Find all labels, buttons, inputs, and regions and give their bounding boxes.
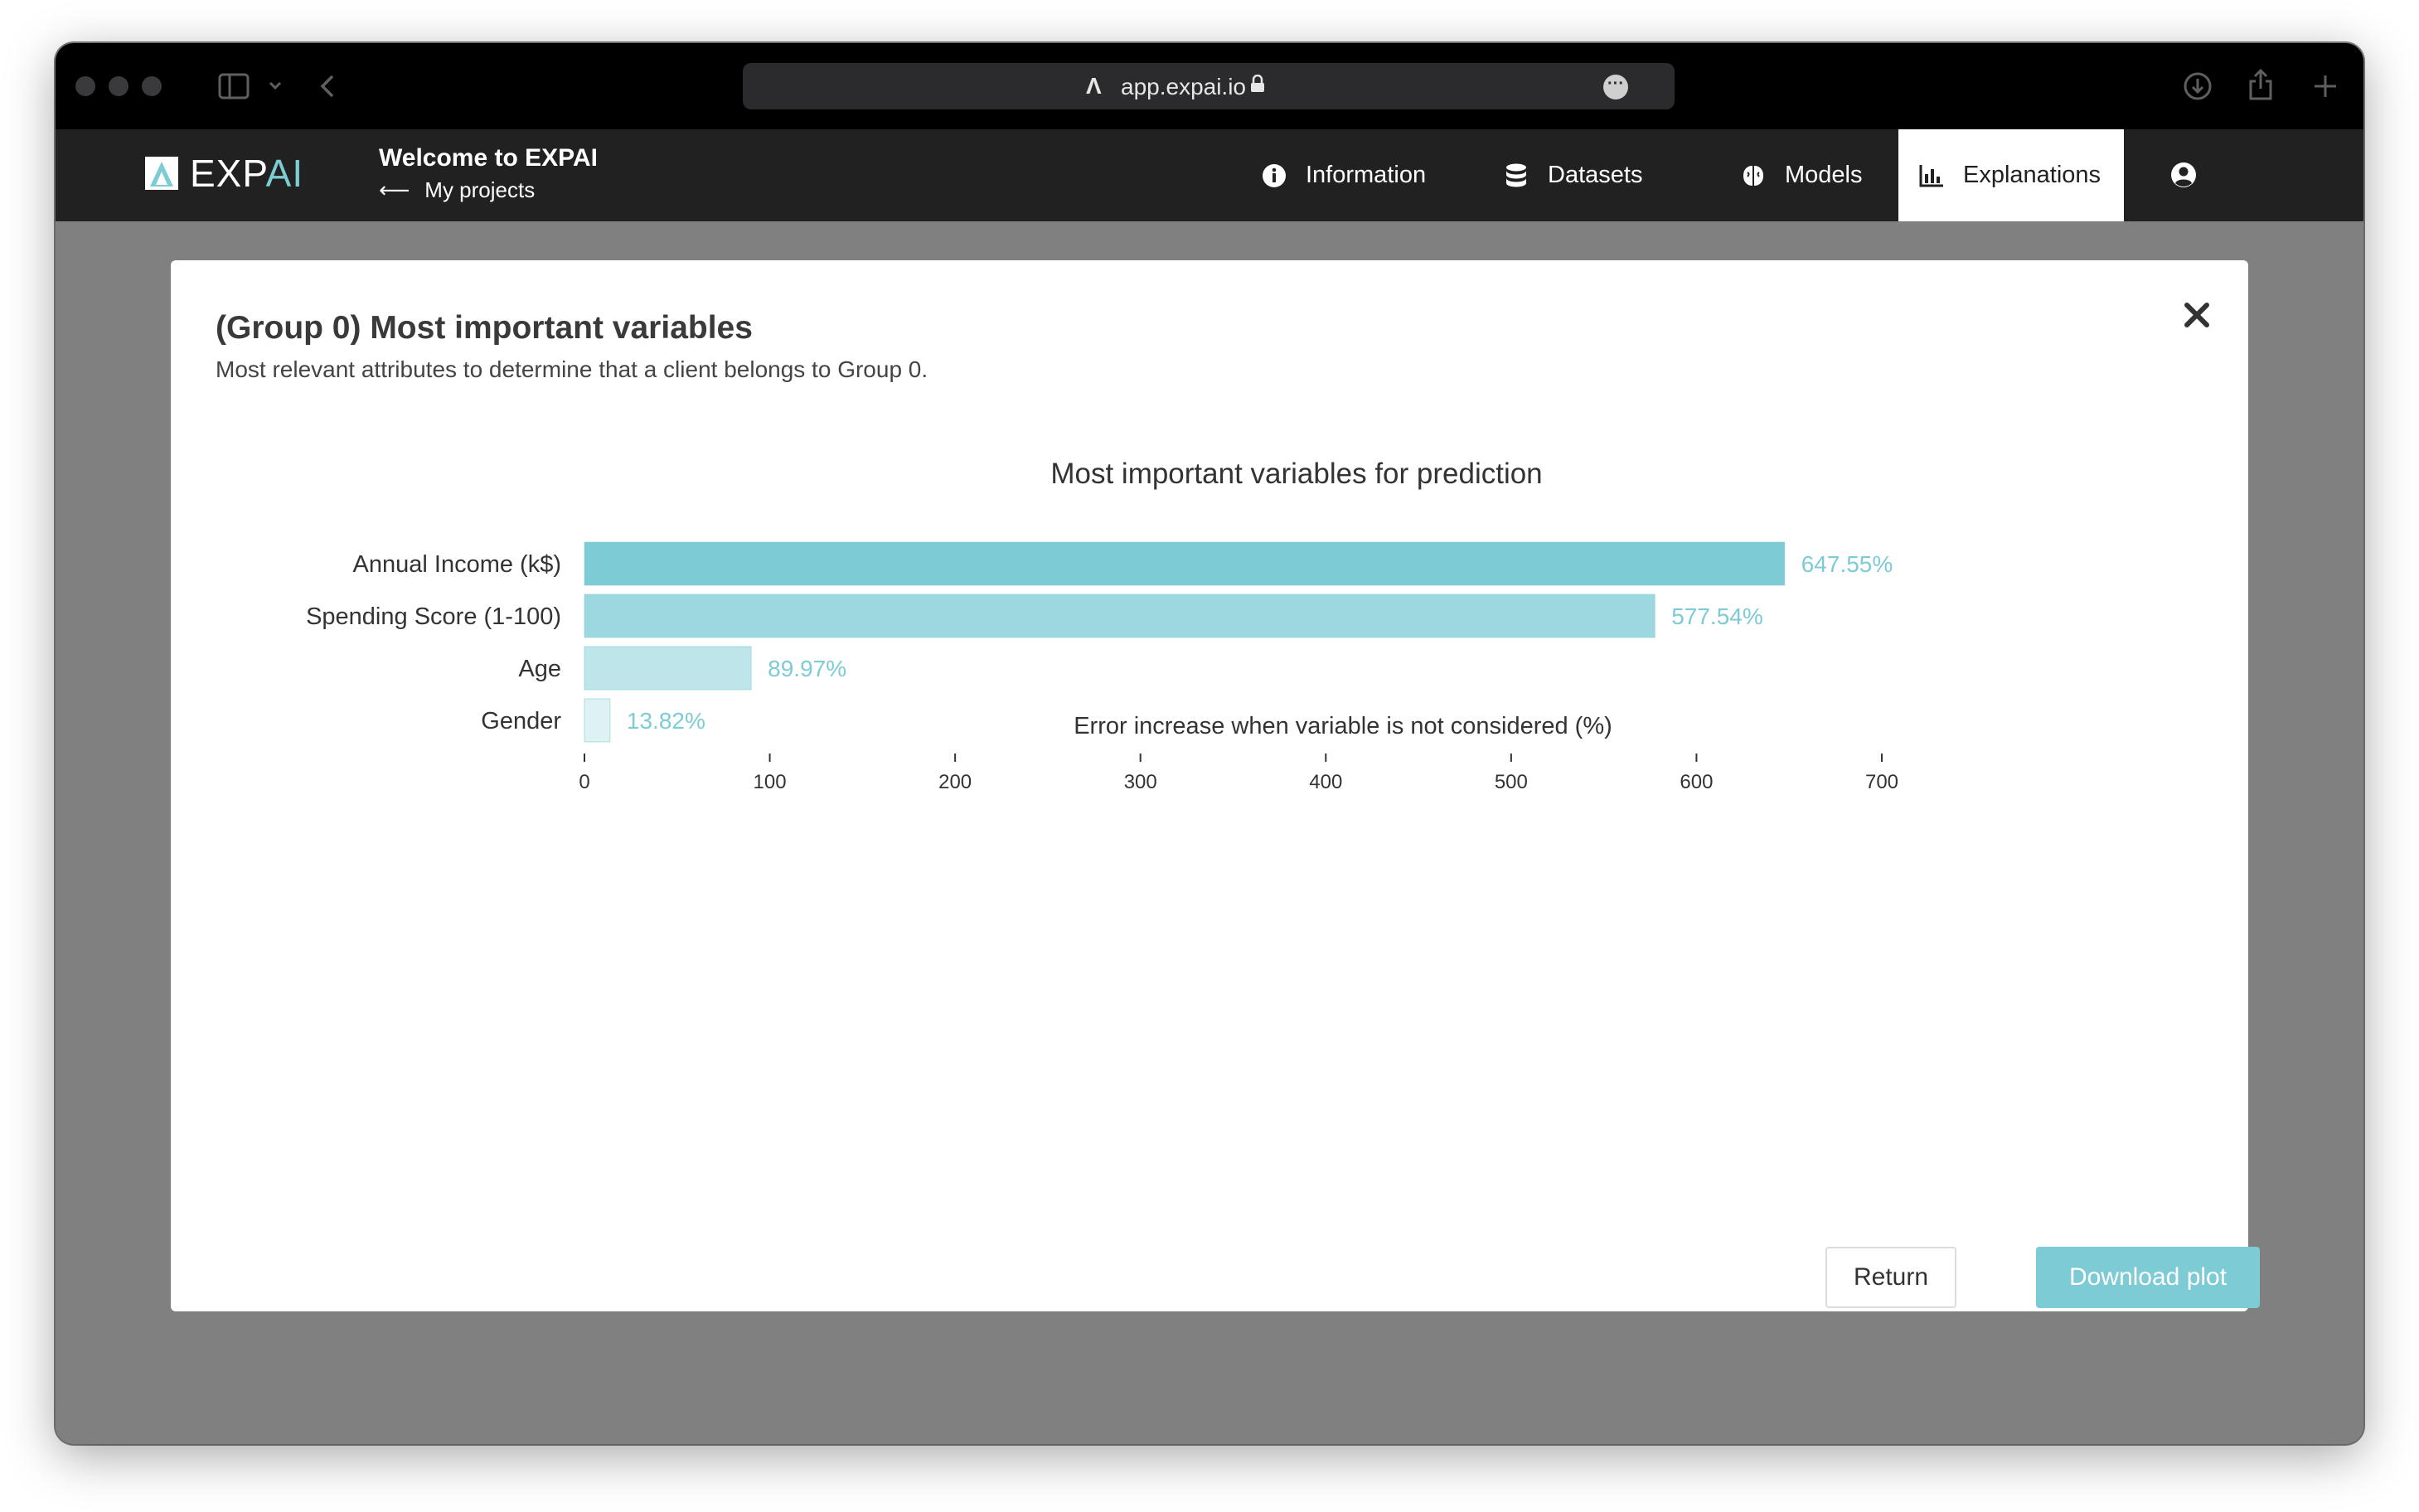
bar-chart-icon: [1919, 164, 1943, 187]
nav-explanations-label: Explanations: [1963, 162, 2101, 188]
x-tick-label: 300: [1124, 771, 1157, 793]
database-icon: [1506, 163, 1526, 187]
bar-value-label: 647.55%: [1801, 551, 1893, 577]
minimize-window-button[interactable]: [109, 76, 128, 96]
more-options-icon[interactable]: ···: [1603, 75, 1628, 99]
bar: [584, 594, 1655, 638]
bar-value-label: 89.97%: [768, 656, 846, 681]
close-window-button[interactable]: [75, 76, 95, 96]
x-tick-label: 0: [579, 771, 589, 793]
importance-chart: Most important variables for prediction …: [306, 458, 1898, 793]
bar-category-label: Spending Score (1-100): [306, 603, 561, 630]
info-icon: [1263, 163, 1286, 187]
user-account-icon[interactable]: [2169, 161, 2198, 189]
site-favicon-icon: Λ: [1086, 73, 1102, 99]
welcome-title: Welcome to EXPAI: [379, 144, 598, 172]
chart-title: Most important variables for prediction: [1050, 458, 1542, 490]
app-navbar: EXPAI Welcome to EXPAI ⟵ My projects Inf…: [56, 129, 2363, 221]
share-icon[interactable]: [2247, 68, 2274, 101]
address-bar[interactable]: Λ app.expai.io ···: [743, 63, 1675, 109]
new-tab-icon[interactable]: [2312, 73, 2339, 99]
bar: [584, 646, 752, 691]
lock-icon: [1251, 75, 1264, 92]
x-tick-label: 500: [1495, 771, 1528, 793]
x-tick-label: 700: [1865, 771, 1898, 793]
x-tick-label: 600: [1680, 771, 1713, 793]
chevron-down-icon[interactable]: [268, 80, 283, 91]
nav-datasets-label: Datasets: [1548, 162, 1643, 188]
return-button[interactable]: Return: [1825, 1247, 1956, 1308]
close-icon[interactable]: [2182, 300, 2212, 330]
bar: [584, 698, 611, 743]
bar: [584, 541, 1786, 586]
nav-explanations[interactable]: Explanations: [1898, 129, 2124, 221]
nav-datasets[interactable]: Datasets: [1483, 129, 1662, 221]
chart-x-axis: 0 100 200 300 400 500 600 700: [579, 754, 1898, 793]
modal-subtitle: Most relevant attributes to determine th…: [216, 356, 928, 382]
modal-title: (Group 0) Most important variables: [216, 310, 753, 346]
nav-information[interactable]: Information: [1241, 129, 1446, 221]
expai-logo[interactable]: EXPAI: [145, 152, 304, 195]
sidebar-toggle-icon[interactable]: [218, 73, 250, 99]
maximize-window-button[interactable]: [142, 76, 162, 96]
back-arrow-icon[interactable]: [318, 73, 337, 99]
url-text: app.expai.io: [1121, 74, 1247, 99]
x-tick-label: 400: [1309, 771, 1342, 793]
explanation-modal: (Group 0) Most important variables Most …: [171, 260, 2260, 1311]
nav-information-label: Information: [1306, 162, 1427, 188]
x-tick-label: 200: [938, 771, 972, 793]
arrow-left-icon: ⟵: [379, 177, 410, 202]
expai-logo-icon: [145, 157, 178, 190]
nav-models-label: Models: [1785, 162, 1863, 188]
brand-text: EXPAI: [190, 152, 304, 195]
bar-category-label: Gender: [481, 708, 561, 734]
bar-category-label: Age: [518, 656, 561, 682]
project-header: Welcome to EXPAI ⟵ My projects: [379, 144, 598, 203]
bar-category-label: Annual Income (k$): [353, 551, 561, 578]
browser-window: Λ app.expai.io ···: [56, 43, 2363, 1444]
download-plot-button[interactable]: Download plot: [2036, 1247, 2260, 1308]
browser-toolbar: Λ app.expai.io ···: [56, 43, 2363, 129]
chart-x-axis-label: Error increase when variable is not cons…: [1074, 713, 1612, 739]
nav-models[interactable]: Models: [1720, 129, 1883, 221]
bar-value-label: 577.54%: [1671, 603, 1763, 629]
x-tick-label: 100: [754, 771, 787, 793]
my-projects-link[interactable]: ⟵ My projects: [379, 177, 598, 203]
my-projects-label: My projects: [424, 177, 536, 202]
brain-icon: [1743, 165, 1763, 186]
chart-bars: Annual Income (k$) 647.55% Spending Score …: [306, 541, 1893, 743]
bar-value-label: 13.82%: [627, 708, 705, 734]
downloads-icon[interactable]: [2183, 71, 2213, 101]
